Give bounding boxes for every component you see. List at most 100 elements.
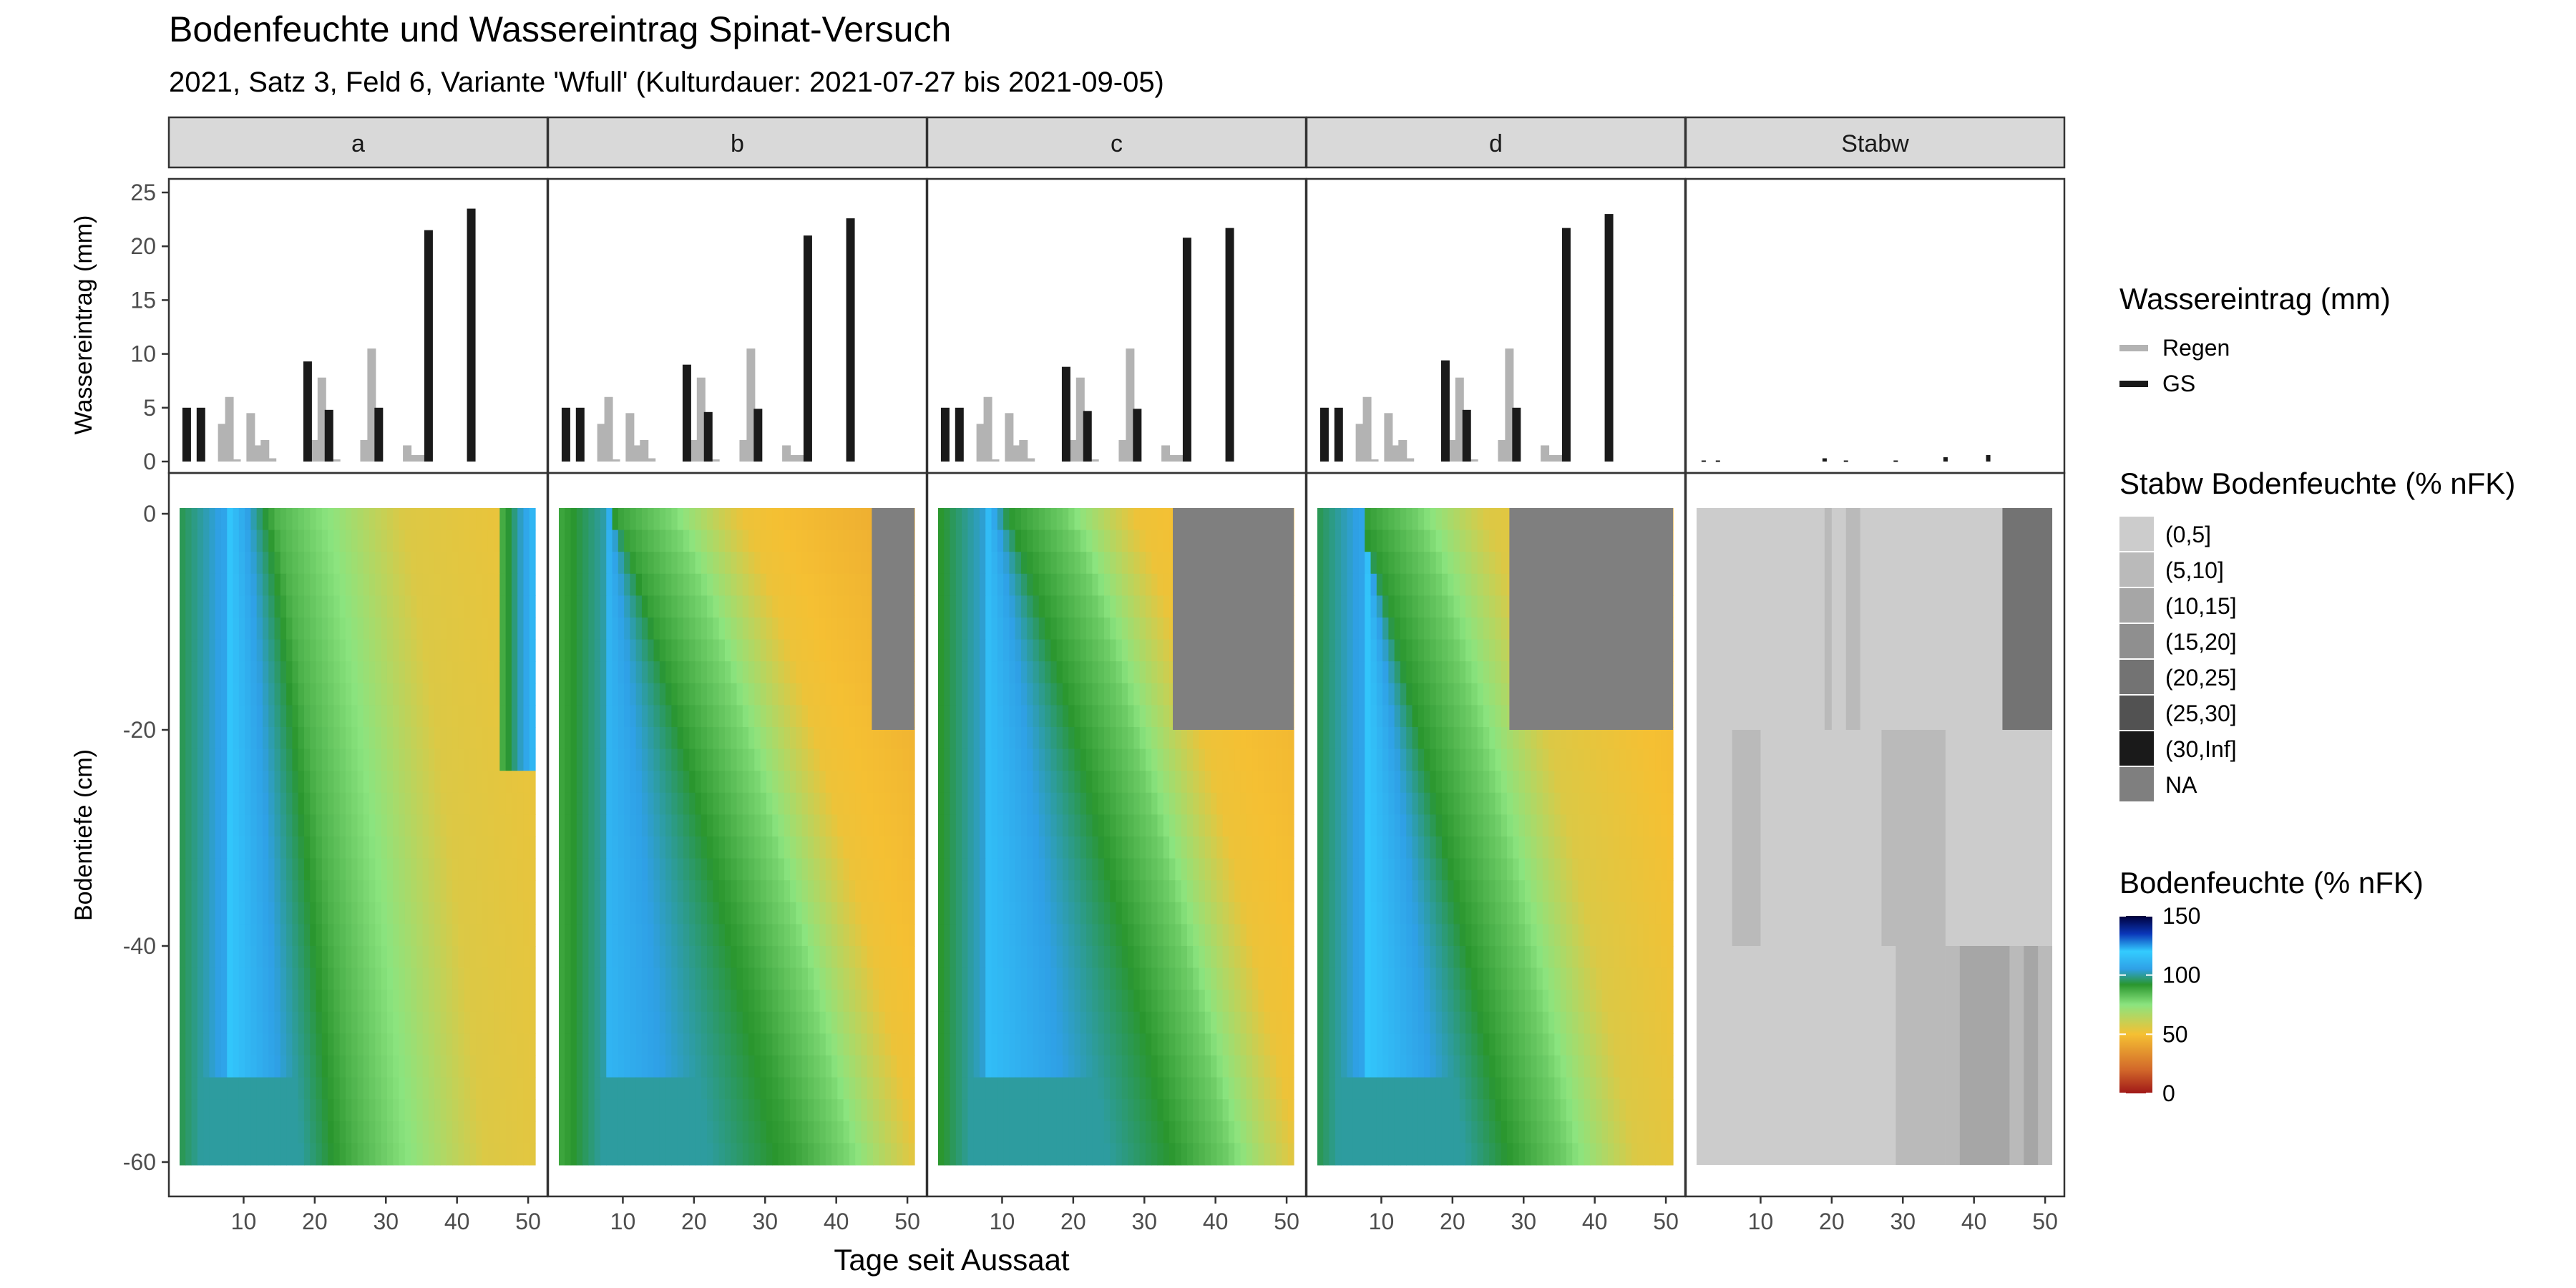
- moisture-cell: [867, 508, 874, 531]
- moisture-cell: [713, 990, 720, 1013]
- moisture-cell: [997, 530, 1004, 552]
- moisture-cell: [482, 1011, 489, 1034]
- moisture-cell: [351, 1099, 358, 1122]
- moisture-cell: [280, 814, 287, 837]
- moisture-cell: [464, 1099, 471, 1122]
- moisture-cell: [274, 1055, 281, 1078]
- moisture-cell: [363, 530, 370, 552]
- moisture-cell: [1015, 902, 1022, 924]
- moisture-cell: [298, 990, 305, 1013]
- moisture-cell: [197, 1099, 204, 1122]
- moisture-cell: [790, 530, 796, 552]
- moisture-cell: [825, 530, 832, 552]
- moisture-cell: [582, 595, 589, 618]
- moisture-cell: [505, 1055, 512, 1078]
- bar-regen: [1090, 459, 1099, 462]
- moisture-cell: [321, 1011, 328, 1034]
- moisture-cell: [333, 661, 341, 684]
- moisture-cell: [393, 705, 400, 728]
- moisture-cell: [482, 946, 489, 969]
- moisture-cell: [831, 1011, 838, 1034]
- bar-regen: [711, 459, 720, 462]
- moisture-cell: [262, 748, 269, 771]
- moisture-cell: [386, 661, 394, 684]
- bar-regen: [367, 348, 376, 462]
- moisture-cell: [570, 683, 577, 706]
- moisture-cell: [1246, 814, 1253, 837]
- moisture-cell: [807, 924, 814, 947]
- moisture-cell: [962, 880, 968, 903]
- moisture-cell: [837, 661, 844, 684]
- moisture-cell: [274, 792, 281, 815]
- moisture-cell: [1038, 814, 1045, 837]
- moisture-cell: [979, 573, 986, 596]
- moisture-cell: [209, 880, 216, 903]
- moisture-cell: [612, 1099, 619, 1122]
- moisture-cell: [955, 792, 962, 815]
- moisture-cell: [303, 705, 311, 728]
- bar-gs: [1225, 228, 1234, 462]
- moisture-cell: [565, 792, 572, 815]
- moisture-cell: [689, 1077, 696, 1100]
- moisture-cell: [849, 1099, 856, 1122]
- moisture-cell: [558, 748, 565, 771]
- moisture-cell: [801, 705, 809, 728]
- moisture-cell: [375, 924, 382, 947]
- moisture-cell: [333, 705, 341, 728]
- moisture-cell: [494, 595, 500, 618]
- moisture-cell: [1009, 552, 1016, 575]
- moisture-cell: [1103, 748, 1111, 771]
- moisture-cell: [991, 618, 998, 640]
- moisture-cell: [742, 924, 749, 947]
- moisture-cell: [713, 1011, 720, 1034]
- moisture-cell: [333, 748, 341, 771]
- moisture-cell: [665, 748, 672, 771]
- moisture-cell: [1056, 792, 1063, 815]
- moisture-cell: [386, 1077, 394, 1100]
- moisture-cell: [1216, 814, 1224, 837]
- moisture-cell: [997, 683, 1004, 706]
- moisture-cell: [612, 683, 619, 706]
- moisture-cell: [1086, 836, 1093, 859]
- moisture-cell: [1045, 792, 1051, 815]
- moisture-cell: [517, 836, 525, 859]
- moisture-cell: [606, 1055, 613, 1078]
- moisture-cell: [1015, 618, 1022, 640]
- moisture-cell: [233, 1121, 240, 1143]
- moisture-cell: [819, 967, 826, 990]
- moisture-cell: [469, 858, 477, 881]
- moisture-cell: [754, 858, 761, 881]
- moisture-cell: [582, 836, 589, 859]
- moisture-cell: [897, 814, 904, 837]
- moisture-cell: [238, 792, 245, 815]
- moisture-cell: [487, 814, 494, 837]
- moisture-cell: [1068, 727, 1075, 750]
- moisture-cell: [316, 618, 323, 640]
- moisture-cell: [1276, 946, 1283, 969]
- moisture-cell: [861, 771, 868, 794]
- moisture-cell: [487, 530, 494, 552]
- moisture-cell: [600, 1143, 607, 1166]
- moisture-cell: [416, 1121, 424, 1143]
- moisture-cell: [363, 814, 370, 837]
- moisture-cell: [1033, 573, 1040, 596]
- moisture-cell: [499, 661, 507, 684]
- moisture-cell: [790, 508, 796, 531]
- moisture-cell: [316, 683, 323, 706]
- moisture-cell: [328, 792, 334, 815]
- moisture-cell: [819, 1011, 826, 1034]
- moisture-cell: [819, 1121, 826, 1143]
- moisture-cell: [310, 990, 317, 1013]
- moisture-cell: [736, 508, 743, 531]
- moisture-cell: [683, 618, 690, 640]
- moisture-cell: [807, 552, 814, 575]
- moisture-cell: [1116, 508, 1123, 531]
- moisture-cell: [529, 1121, 536, 1143]
- moisture-cell: [179, 1121, 186, 1143]
- moisture-cell: [671, 530, 678, 552]
- moisture-cell: [469, 967, 477, 990]
- moisture-cell: [505, 1011, 512, 1034]
- moisture-cell: [701, 661, 708, 684]
- moisture-cell: [1199, 727, 1206, 750]
- moisture-cell: [375, 967, 382, 990]
